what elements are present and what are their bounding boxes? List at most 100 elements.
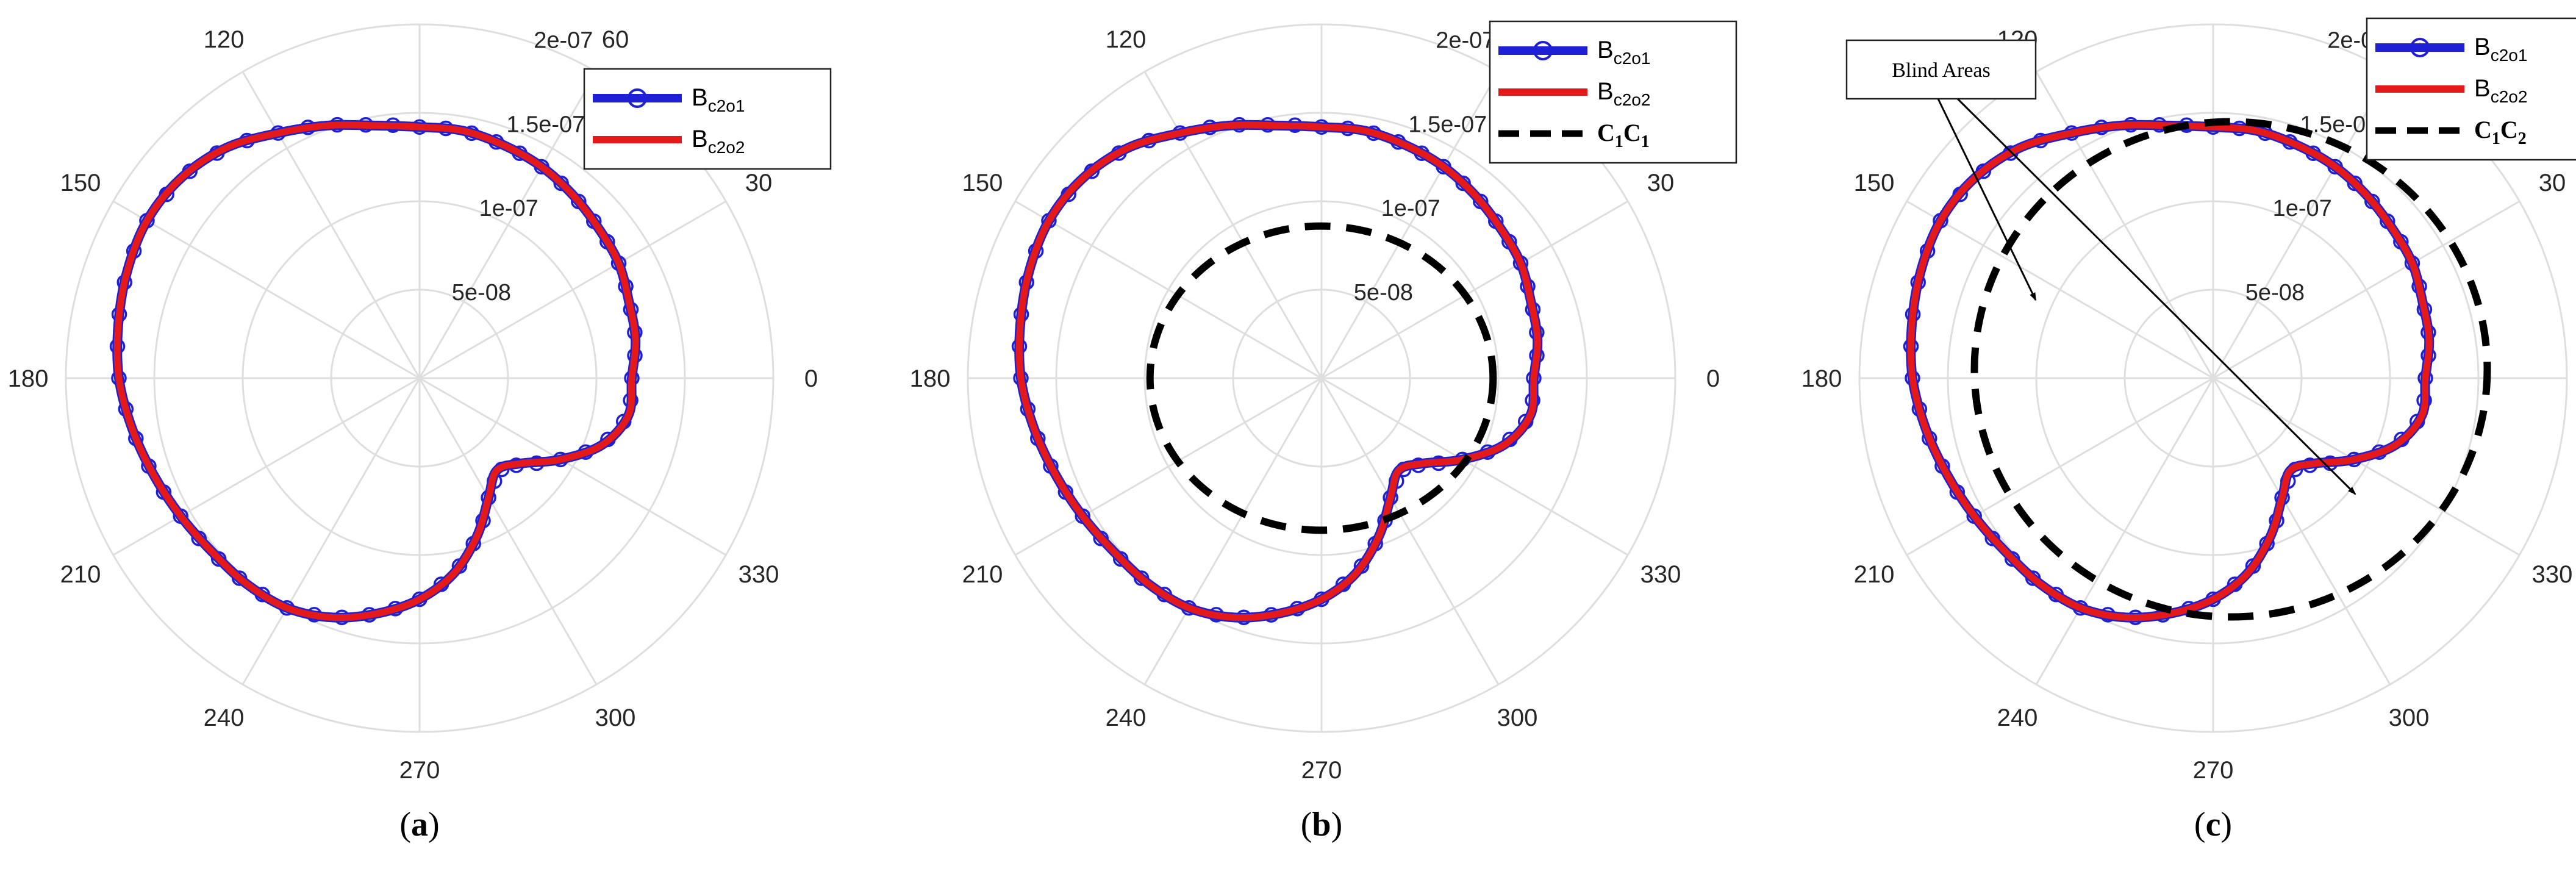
series-marker-Bc2o1	[159, 186, 174, 202]
series-marker-Bc2o1	[2347, 175, 2363, 192]
angle-tick-label: 240	[1106, 704, 1147, 731]
legend: Bc2o1 Bc2o2	[583, 68, 832, 170]
angle-tick-label: 30	[745, 170, 773, 196]
radial-tick-label: 1e-07	[479, 196, 538, 221]
polar-panel-a: 0 30 60 90 120 150 180 210 240 270 300 330 5e-08 1e-0…	[8, 0, 832, 844]
angle-tick-label: 30	[2539, 170, 2566, 196]
angle-tick-label: 300	[2389, 704, 2430, 731]
angular-grid-spoke	[2035, 71, 2214, 379]
angular-grid-spoke	[242, 71, 421, 379]
annotation-arrow	[1956, 98, 2356, 495]
panel-caption: (a)	[399, 806, 439, 844]
angular-grid-spoke	[112, 200, 420, 379]
series-marker-Bc2o1	[2380, 213, 2395, 229]
panel-caption: (c)	[2194, 806, 2232, 844]
series-marker-Bc2o1	[231, 570, 248, 586]
legend-label: Bc2o2	[692, 126, 745, 157]
angle-tick-label: 330	[739, 561, 779, 588]
angular-grid-spoke	[2212, 378, 2391, 686]
angular-grid-spoke	[1014, 377, 1322, 556]
legend-label: C1C1	[1597, 119, 1650, 151]
panel-caption: (b)	[1301, 806, 1342, 844]
series-marker-Bc2o1	[191, 531, 207, 546]
series-line-C1C2	[1970, 118, 2491, 621]
legend-label: Bc2o1	[692, 84, 745, 115]
series-marker-Bc2o1	[586, 213, 602, 229]
series-marker-Bc2o1	[1473, 193, 1489, 210]
angular-grid-spoke	[1320, 71, 1500, 379]
series-marker-Bc2o1	[2394, 431, 2410, 448]
series-line-C1C1	[1146, 222, 1497, 534]
series-marker-Bc2o1	[1353, 558, 1370, 574]
polar-panel-b: 03060901201501802102402703003305e-081e-0…	[910, 0, 1737, 844]
angle-tick-label: 0	[804, 365, 818, 392]
series-marker-Bc2o1	[571, 193, 587, 210]
angle-tick-label: 150	[962, 170, 1003, 196]
series-marker-Bc2o1	[1075, 508, 1090, 524]
series-marker-Bc2o1	[1455, 175, 1471, 192]
series-marker-Bc2o1	[599, 234, 615, 250]
series-marker-Bc2o1	[1061, 186, 1076, 202]
angle-tick-label: 150	[60, 170, 101, 196]
series-marker-Bc2o1	[2364, 193, 2380, 210]
angle-tick-label: 60	[602, 26, 629, 53]
angular-grid-spoke	[1906, 200, 2214, 379]
series-marker-Bc2o1	[1975, 163, 1992, 179]
angle-tick-label: 90	[1308, 0, 1336, 1]
series-marker-Bc2o1	[1966, 508, 1982, 524]
radial-tick-label: 1e-07	[2273, 196, 2332, 221]
radial-tick-label: 5e-08	[2245, 280, 2305, 306]
series-marker-Bc2o1	[1335, 576, 1351, 592]
angle-tick-label: 180	[8, 365, 49, 392]
series-marker-Bc2o1	[1501, 234, 1517, 250]
angle-tick-label: 180	[910, 365, 951, 392]
angular-grid-spoke	[2213, 377, 2521, 556]
series-marker-Bc2o1	[173, 508, 188, 524]
angle-tick-label: 240	[1997, 704, 2038, 731]
angular-grid-spoke	[112, 377, 420, 556]
angular-grid-spoke	[242, 378, 421, 686]
series-marker-Bc2o1	[534, 159, 549, 175]
series-line-Bc2o2	[113, 121, 639, 621]
angular-grid-spoke	[1321, 377, 1629, 556]
legend-label: Bc2o2	[2474, 75, 2527, 106]
angular-grid-spoke	[1906, 377, 2214, 556]
angular-grid-spoke	[1143, 71, 1323, 379]
radial-tick-label: 5e-08	[1354, 280, 1413, 306]
series-marker-Bc2o1	[1093, 531, 1109, 546]
series-marker-Bc2o1	[2227, 576, 2243, 592]
angle-tick-label: 90	[2200, 0, 2227, 1]
angle-tick-label: 210	[60, 561, 101, 588]
angle-tick-label: 210	[962, 561, 1003, 588]
radial-tick-label: 1e-07	[1381, 196, 1440, 221]
angle-tick-label: 120	[204, 26, 245, 53]
radial-tick-label: 5e-08	[452, 280, 511, 306]
angular-grid-spoke	[1014, 200, 1322, 379]
radial-tick-label: 1.5e-07	[1408, 112, 1487, 137]
series-marker-Bc2o1	[182, 163, 198, 179]
series-line-Bc2o2	[1015, 121, 1541, 621]
series-marker-Bc2o1	[1502, 431, 1518, 448]
angular-grid-spoke	[2035, 378, 2214, 686]
angular-grid-spoke	[2213, 200, 2521, 379]
angular-grid-spoke	[1143, 378, 1323, 686]
series-marker-Bc2o1	[2327, 159, 2343, 175]
angle-tick-label: 90	[406, 0, 434, 1]
angle-tick-label: 120	[1106, 26, 1147, 53]
legend-label: Bc2o1	[1597, 37, 1650, 68]
legend-marker	[2410, 38, 2430, 57]
legend-marker	[628, 88, 647, 108]
series-marker-Bc2o1	[2245, 558, 2261, 574]
legend: Bc2o1 Bc2o2 C1C1	[1489, 20, 1737, 164]
series-marker-Bc2o1	[1952, 186, 1968, 202]
series-marker-Bc2o1	[433, 576, 449, 592]
legend-box	[2366, 17, 2576, 161]
radial-tick-label: 1.5e-07	[2300, 112, 2378, 137]
legend-marker	[1533, 41, 1553, 60]
angle-tick-label: 300	[1497, 704, 1538, 731]
angular-grid-spoke	[2212, 71, 2391, 379]
radial-tick-label: 1.5e-07	[506, 112, 585, 137]
series-marker-Bc2o1	[2025, 570, 2041, 586]
series-marker-Bc2o1	[2393, 234, 2409, 250]
